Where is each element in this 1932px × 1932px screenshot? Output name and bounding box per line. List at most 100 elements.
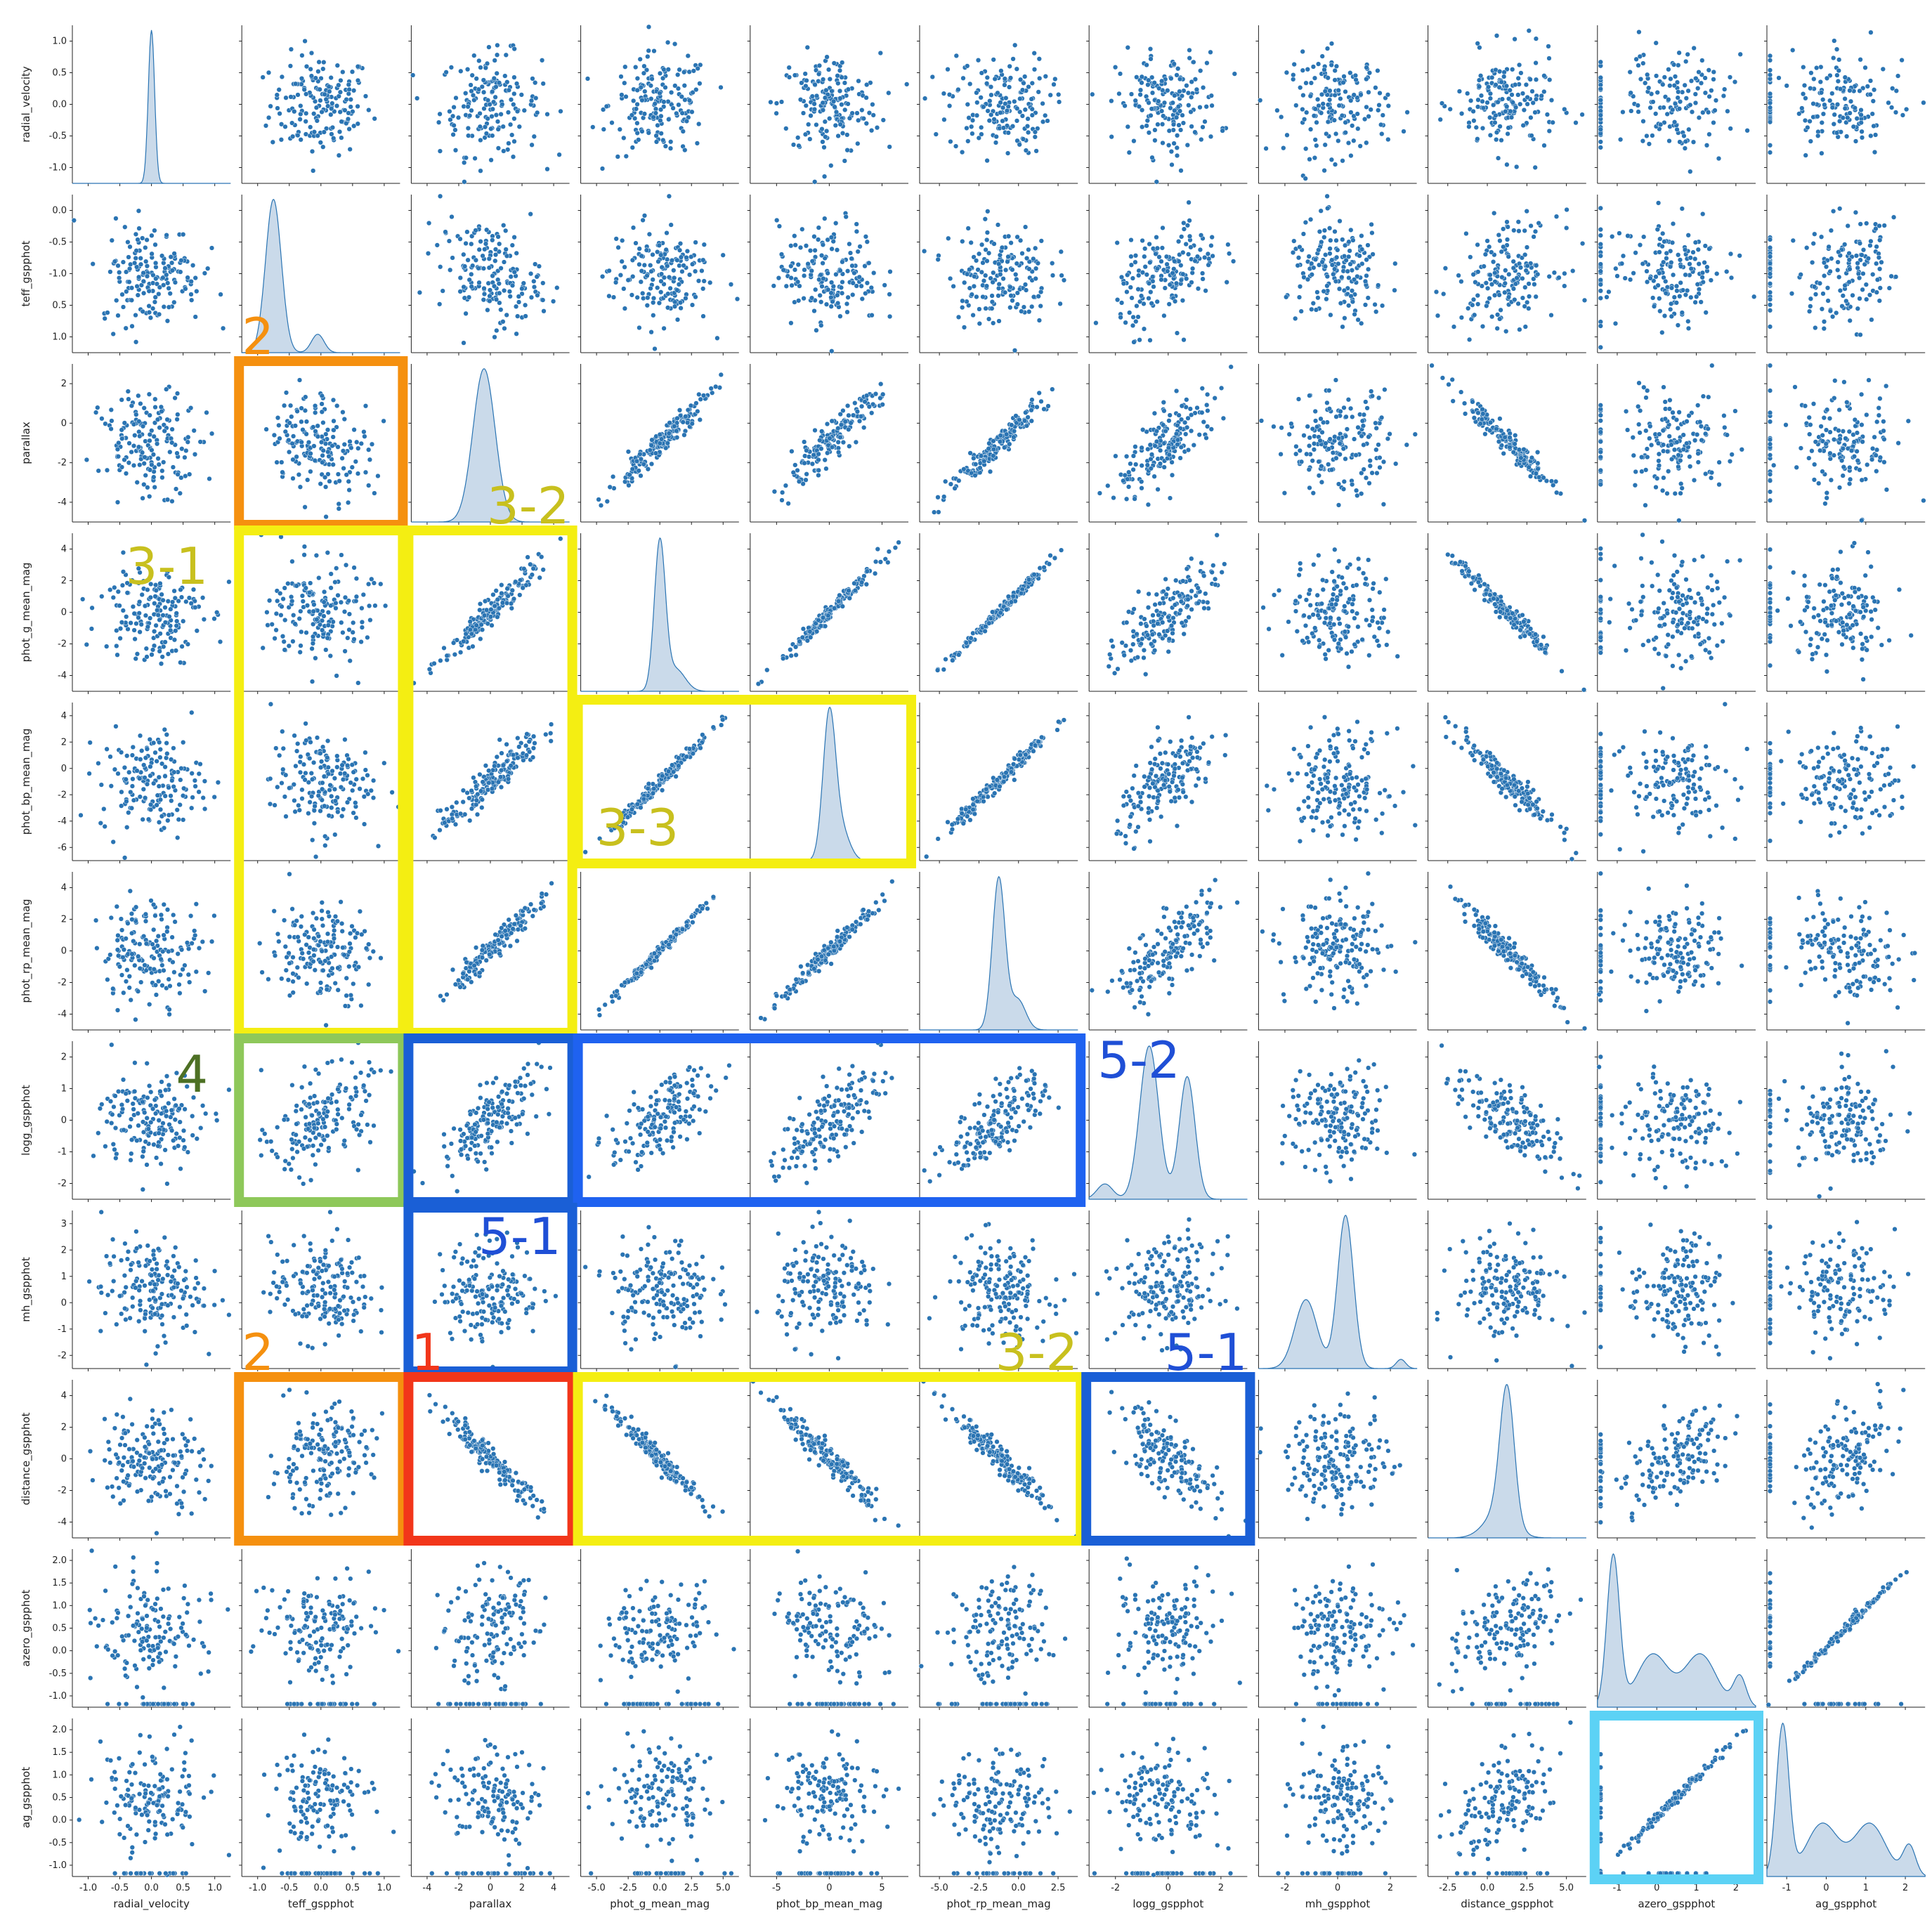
scatter-point bbox=[680, 129, 686, 134]
scatter-point bbox=[175, 471, 181, 477]
scatter-point bbox=[1293, 451, 1299, 457]
scatter-point bbox=[129, 403, 135, 409]
scatter-point bbox=[1598, 268, 1603, 274]
scatter-point bbox=[1437, 117, 1443, 122]
scatter-point bbox=[868, 128, 875, 133]
scatter-point bbox=[856, 274, 862, 280]
scatter-point bbox=[298, 111, 303, 117]
scatter-point bbox=[982, 216, 988, 222]
scatter-point bbox=[921, 248, 927, 254]
scatter-point bbox=[991, 320, 996, 326]
scatter-point bbox=[490, 237, 495, 243]
scatter-point bbox=[1837, 206, 1843, 211]
scatter-point bbox=[320, 66, 326, 72]
scatter-point bbox=[311, 129, 318, 135]
scatter-point bbox=[1151, 80, 1157, 86]
scatter-point bbox=[609, 120, 615, 126]
scatter-point bbox=[1181, 337, 1187, 343]
scatter-point bbox=[1617, 136, 1624, 143]
scatter-point bbox=[1480, 105, 1487, 111]
scatter-point bbox=[677, 300, 684, 306]
scatter-point bbox=[177, 490, 183, 496]
scatter-point bbox=[964, 271, 970, 277]
scatter-point bbox=[633, 106, 639, 112]
scatter-point bbox=[339, 455, 345, 461]
scatter-point bbox=[452, 127, 458, 133]
scatter-point bbox=[518, 92, 524, 98]
scatter-point bbox=[585, 76, 591, 81]
scatter-point bbox=[1020, 136, 1026, 142]
scatter-point bbox=[1131, 339, 1137, 345]
scatter-point bbox=[837, 96, 843, 101]
scatter-point bbox=[1376, 102, 1382, 108]
scatter-point bbox=[1324, 131, 1329, 137]
scatter-point bbox=[977, 320, 982, 327]
scatter-point bbox=[689, 261, 696, 267]
scatter-point bbox=[961, 466, 967, 472]
panel-teff_gspphot-vs-parallax bbox=[408, 193, 570, 355]
scatter-point bbox=[887, 144, 892, 150]
scatter-point bbox=[1700, 211, 1706, 217]
scatter-point bbox=[1036, 318, 1043, 323]
scatter-point bbox=[790, 142, 797, 148]
scatter-point bbox=[1329, 467, 1335, 473]
scatter-point bbox=[861, 424, 867, 431]
scatter-point bbox=[289, 414, 294, 419]
scatter-point bbox=[866, 260, 872, 266]
scatter-point bbox=[1303, 219, 1309, 226]
scatter-point bbox=[282, 429, 288, 435]
scatter-point bbox=[1476, 77, 1482, 83]
scatter-point bbox=[1184, 276, 1189, 282]
scatter-point bbox=[1859, 129, 1865, 134]
scatter-point bbox=[1125, 272, 1130, 278]
scatter-point bbox=[1340, 446, 1346, 452]
scatter-point bbox=[1685, 318, 1691, 325]
scatter-point bbox=[778, 99, 785, 105]
scatter-point bbox=[1109, 134, 1114, 140]
scatter-point bbox=[540, 280, 546, 286]
scatter-point bbox=[1847, 318, 1853, 324]
scatter-point bbox=[476, 247, 482, 252]
scatter-point bbox=[1040, 100, 1045, 107]
scatter-point bbox=[850, 292, 856, 298]
scatter-point bbox=[829, 89, 835, 94]
scatter-point bbox=[634, 294, 640, 301]
scatter-point bbox=[297, 117, 303, 122]
scatter-point bbox=[1017, 417, 1022, 423]
scatter-point bbox=[991, 117, 997, 122]
scatter-point bbox=[1598, 233, 1603, 238]
scatter-point bbox=[676, 102, 681, 107]
scatter-point bbox=[653, 110, 659, 116]
scatter-point bbox=[886, 90, 892, 96]
scatter-point bbox=[820, 139, 825, 145]
scatter-point bbox=[668, 139, 674, 145]
scatter-point bbox=[683, 295, 688, 301]
scatter-point bbox=[670, 105, 676, 111]
scatter-point bbox=[1891, 214, 1897, 220]
scatter-point bbox=[135, 237, 141, 242]
scatter-point bbox=[486, 256, 492, 261]
scatter-point bbox=[481, 291, 488, 297]
scatter-point bbox=[328, 112, 334, 117]
scatter-point bbox=[440, 288, 445, 294]
scatter-point bbox=[71, 218, 77, 223]
scatter-point bbox=[1002, 76, 1007, 81]
scatter-point bbox=[1818, 90, 1825, 96]
scatter-point bbox=[303, 91, 309, 97]
scatter-point bbox=[202, 270, 208, 276]
scatter-point bbox=[1324, 283, 1330, 289]
scatter-point bbox=[1506, 294, 1512, 300]
scatter-point bbox=[349, 69, 355, 74]
scatter-point bbox=[1209, 234, 1215, 240]
scatter-point bbox=[336, 501, 341, 507]
scatter-point bbox=[1501, 70, 1507, 75]
scatter-point bbox=[1220, 415, 1227, 422]
scatter-point bbox=[1491, 102, 1496, 108]
scatter-point bbox=[1614, 273, 1620, 279]
scatter-point bbox=[1473, 124, 1479, 131]
scatter-point bbox=[809, 93, 815, 99]
scatter-point bbox=[299, 419, 304, 424]
scatter-point bbox=[864, 239, 870, 244]
scatter-point bbox=[1475, 242, 1480, 248]
scatter-point bbox=[1154, 235, 1159, 240]
